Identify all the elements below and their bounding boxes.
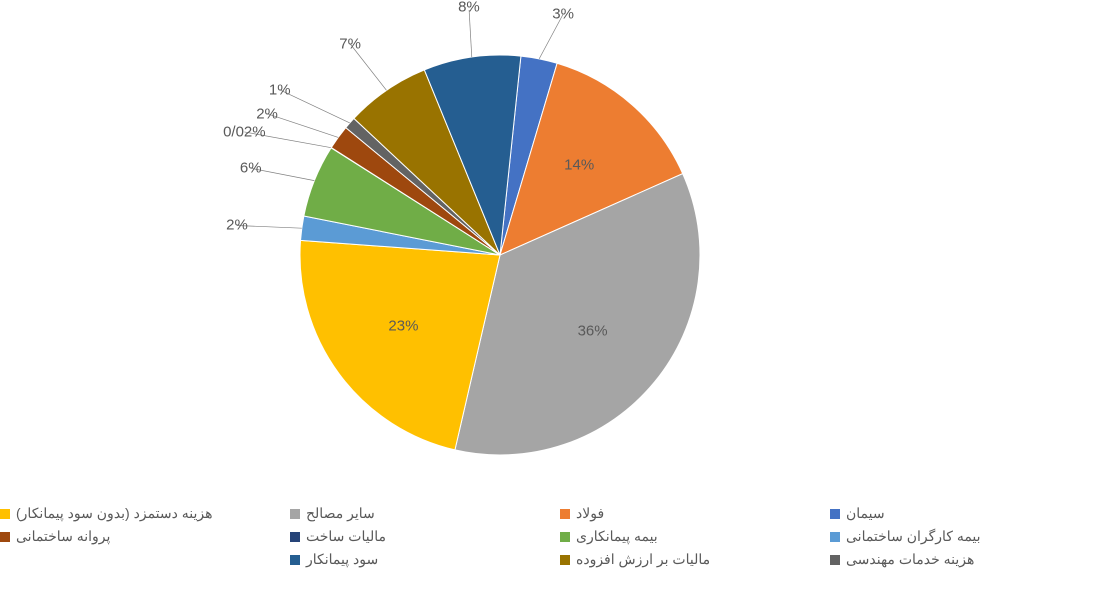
- legend-swatch: [560, 555, 570, 565]
- legend-item: هزینه دستمزد (بدون سود پیمانکار): [0, 505, 290, 522]
- legend-swatch: [290, 555, 300, 565]
- legend-swatch: [560, 509, 570, 519]
- legend-label: سیمان: [846, 505, 885, 522]
- legend-row: سیمان فولاد سایر مصالح هزینه دستمزد (بدون س…: [0, 505, 1100, 522]
- legend-label: بیمه پیمانکاری: [576, 528, 658, 545]
- legend-label: هزینه دستمزد (بدون سود پیمانکار): [16, 505, 212, 522]
- slice-label: 14%: [564, 156, 594, 173]
- legend-label: پروانه ساختمانی: [16, 528, 110, 545]
- legend-swatch: [290, 532, 300, 542]
- legend-item: هزینه خدمات مهندسی: [830, 551, 1100, 568]
- legend-label: مالیات ساخت: [306, 528, 386, 545]
- legend-swatch: [0, 509, 10, 519]
- legend-swatch: [830, 509, 840, 519]
- legend-item: بیمه کارگران ساختمانی: [830, 528, 1100, 545]
- legend-label: فولاد: [576, 505, 604, 522]
- slice-label: 36%: [578, 323, 608, 340]
- slice-label: 7%: [339, 35, 361, 52]
- slice-label: 0/02%: [223, 123, 266, 140]
- slice-label: 6%: [240, 160, 262, 177]
- legend-label: هزینه خدمات مهندسی: [846, 551, 974, 568]
- legend: سیمان فولاد سایر مصالح هزینه دستمزد (بدون س…: [0, 505, 1100, 595]
- legend-item: سایر مصالح: [290, 505, 560, 522]
- legend-swatch: [0, 532, 10, 542]
- slice-label: 2%: [256, 105, 278, 122]
- legend-label: بیمه کارگران ساختمانی: [846, 528, 981, 545]
- pie-chart-area: 3%14%36%23%2%6%0/02%2%1%7%8%: [0, 10, 1100, 490]
- slice-label: 1%: [269, 81, 291, 98]
- legend-item: سیمان: [830, 505, 1100, 522]
- legend-swatch: [830, 555, 840, 565]
- legend-item: فولاد: [560, 505, 830, 522]
- legend-item: پروانه ساختمانی: [0, 528, 290, 545]
- slice-label: 3%: [552, 6, 574, 23]
- legend-item: مالیات ساخت: [290, 528, 560, 545]
- legend-row: بیمه کارگران ساختمانی بیمه پیمانکاری مالیا…: [0, 528, 1100, 545]
- legend-row: هزینه خدمات مهندسی مالیات بر ارزش افزوده س…: [0, 551, 1100, 568]
- legend-item: سود پیمانکار: [290, 551, 560, 568]
- legend-label: مالیات بر ارزش افزوده: [576, 551, 710, 568]
- legend-item: مالیات بر ارزش افزوده: [560, 551, 830, 568]
- slice-label: 2%: [226, 217, 248, 234]
- pie-chart: [0, 10, 1100, 490]
- legend-label: سایر مصالح: [306, 505, 375, 522]
- slice-label: 8%: [458, 0, 480, 16]
- leader-line: [469, 10, 472, 57]
- legend-label: سود پیمانکار: [306, 551, 378, 568]
- legend-swatch: [290, 509, 300, 519]
- legend-swatch: [560, 532, 570, 542]
- legend-item: بیمه پیمانکاری: [560, 528, 830, 545]
- legend-swatch: [830, 532, 840, 542]
- slice-label: 23%: [388, 318, 418, 335]
